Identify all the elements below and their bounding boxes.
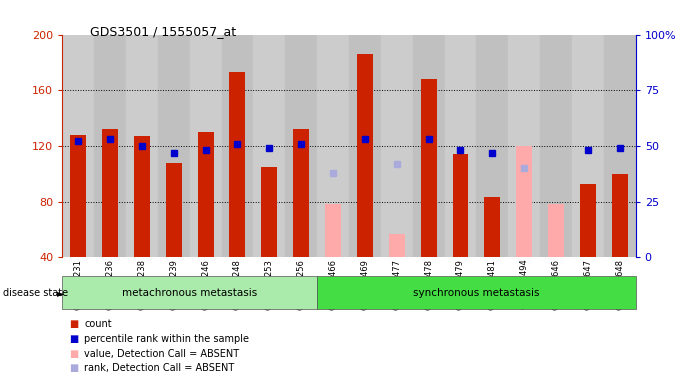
Bar — [604, 35, 636, 257]
Bar — [166, 163, 182, 257]
Bar — [134, 136, 150, 257]
Bar — [317, 35, 349, 257]
Text: count: count — [84, 319, 112, 329]
Bar — [580, 184, 596, 257]
Text: value, Detection Call = ABSENT: value, Detection Call = ABSENT — [84, 349, 239, 359]
Text: metachronous metastasis: metachronous metastasis — [122, 288, 257, 298]
Text: disease state: disease state — [3, 288, 68, 298]
Bar — [222, 35, 254, 257]
Bar — [444, 35, 476, 257]
Bar — [548, 204, 564, 257]
Bar — [62, 35, 94, 257]
Text: ■: ■ — [69, 349, 78, 359]
Bar — [476, 35, 509, 257]
Bar — [261, 167, 277, 257]
Bar — [158, 35, 189, 257]
Bar — [62, 276, 317, 309]
Bar — [325, 204, 341, 257]
Bar — [509, 35, 540, 257]
Bar — [349, 35, 381, 257]
Text: rank, Detection Call = ABSENT: rank, Detection Call = ABSENT — [84, 363, 234, 373]
Bar — [102, 129, 118, 257]
Bar — [516, 146, 532, 257]
Bar — [126, 35, 158, 257]
Text: ■: ■ — [69, 319, 78, 329]
Bar — [229, 72, 245, 257]
Bar — [70, 135, 86, 257]
Bar — [198, 132, 214, 257]
Bar — [254, 35, 285, 257]
Bar — [540, 35, 572, 257]
Text: ►: ► — [57, 288, 64, 298]
Bar — [189, 35, 222, 257]
Bar — [293, 129, 309, 257]
Text: ■: ■ — [69, 334, 78, 344]
Text: percentile rank within the sample: percentile rank within the sample — [84, 334, 249, 344]
Bar — [413, 35, 444, 257]
Bar — [94, 35, 126, 257]
Text: GDS3501 / 1555057_at: GDS3501 / 1555057_at — [90, 25, 236, 38]
Text: ■: ■ — [69, 363, 78, 373]
Bar — [317, 276, 636, 309]
Text: synchronous metastasis: synchronous metastasis — [413, 288, 540, 298]
Bar — [453, 154, 468, 257]
Bar — [389, 233, 405, 257]
Bar — [612, 174, 627, 257]
Bar — [381, 35, 413, 257]
Bar — [357, 54, 373, 257]
Bar — [421, 79, 437, 257]
Bar — [285, 35, 317, 257]
Bar — [484, 197, 500, 257]
Bar — [572, 35, 604, 257]
